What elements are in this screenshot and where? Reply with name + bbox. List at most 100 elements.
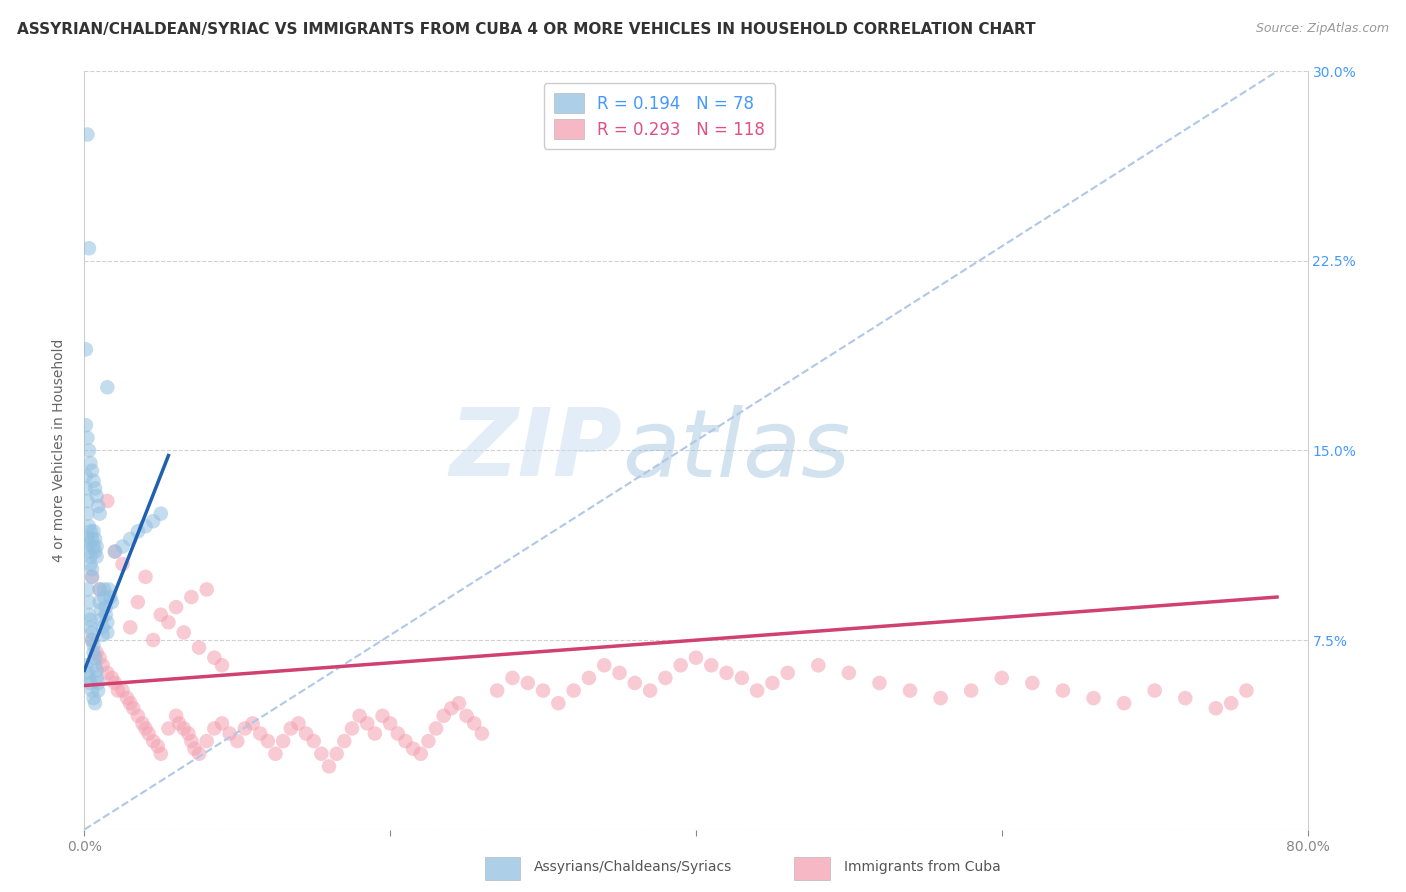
Point xyxy=(94,607,117,622)
Point xyxy=(80,562,103,576)
Point xyxy=(97,582,120,597)
Point xyxy=(188,747,211,761)
Point xyxy=(131,716,153,731)
Point xyxy=(84,658,107,673)
Point xyxy=(89,595,111,609)
Point xyxy=(747,683,769,698)
Point xyxy=(242,716,264,731)
Point xyxy=(89,650,111,665)
Point xyxy=(226,734,249,748)
Point xyxy=(387,726,409,740)
Point xyxy=(80,464,103,478)
Point xyxy=(700,658,723,673)
Point xyxy=(638,683,661,698)
Point xyxy=(165,708,187,723)
Point xyxy=(79,557,101,572)
Point xyxy=(280,722,302,736)
Point xyxy=(94,600,117,615)
Point xyxy=(80,570,103,584)
Point xyxy=(89,582,111,597)
Point xyxy=(89,507,111,521)
Point xyxy=(157,615,180,630)
Point xyxy=(1083,691,1105,706)
Point xyxy=(84,696,107,710)
Point xyxy=(79,620,101,634)
Point xyxy=(79,676,101,690)
Point xyxy=(127,524,149,539)
Point xyxy=(76,128,98,142)
Point xyxy=(83,638,105,652)
Point xyxy=(456,708,478,723)
Point xyxy=(80,532,103,546)
Point xyxy=(127,595,149,609)
Point xyxy=(325,747,347,761)
Point xyxy=(96,625,118,640)
Point xyxy=(83,524,105,539)
Point xyxy=(79,613,101,627)
Point xyxy=(83,474,105,488)
Point xyxy=(211,658,233,673)
Point xyxy=(120,532,142,546)
Point xyxy=(157,722,180,736)
Point xyxy=(101,595,124,609)
Point xyxy=(77,671,100,685)
Point xyxy=(624,676,647,690)
Point xyxy=(127,708,149,723)
Point xyxy=(486,683,509,698)
Point xyxy=(364,726,387,740)
Text: atlas: atlas xyxy=(623,405,851,496)
Point xyxy=(371,708,394,723)
Point xyxy=(333,734,356,748)
Point xyxy=(609,665,631,680)
Point xyxy=(86,540,108,554)
Point xyxy=(776,665,799,680)
Point xyxy=(76,507,98,521)
Point xyxy=(75,343,97,357)
Point xyxy=(654,671,676,685)
Point xyxy=(80,570,103,584)
Point xyxy=(669,658,692,673)
Point xyxy=(394,734,416,748)
Point xyxy=(516,676,538,690)
Point xyxy=(318,759,340,773)
Point xyxy=(188,640,211,655)
Point xyxy=(165,600,187,615)
Point xyxy=(76,431,98,445)
Point xyxy=(107,683,129,698)
Point xyxy=(202,722,225,736)
Point xyxy=(96,380,118,394)
Point xyxy=(311,747,333,761)
Point xyxy=(77,537,100,551)
Point xyxy=(807,658,830,673)
Point xyxy=(89,582,111,597)
Point xyxy=(83,646,105,660)
Point xyxy=(86,549,108,564)
Point xyxy=(79,456,101,470)
Point xyxy=(991,671,1014,685)
Point xyxy=(249,726,271,740)
Point xyxy=(211,716,233,731)
Point xyxy=(122,701,145,715)
Point xyxy=(90,603,112,617)
Point xyxy=(167,716,190,731)
Point xyxy=(1021,676,1043,690)
Point xyxy=(1220,696,1243,710)
Point xyxy=(91,620,114,634)
Point xyxy=(1143,683,1166,698)
Point xyxy=(463,716,485,731)
Point xyxy=(76,582,98,597)
Point xyxy=(264,747,287,761)
Point xyxy=(180,734,202,748)
Point xyxy=(898,683,921,698)
Point xyxy=(502,671,524,685)
Point xyxy=(356,716,378,731)
Point xyxy=(80,683,103,698)
Point xyxy=(120,696,142,710)
Point xyxy=(96,665,118,680)
Point xyxy=(562,683,585,698)
Point xyxy=(86,664,108,678)
Point xyxy=(731,671,754,685)
Point xyxy=(75,482,97,496)
Point xyxy=(1236,683,1258,698)
Point xyxy=(79,549,101,564)
